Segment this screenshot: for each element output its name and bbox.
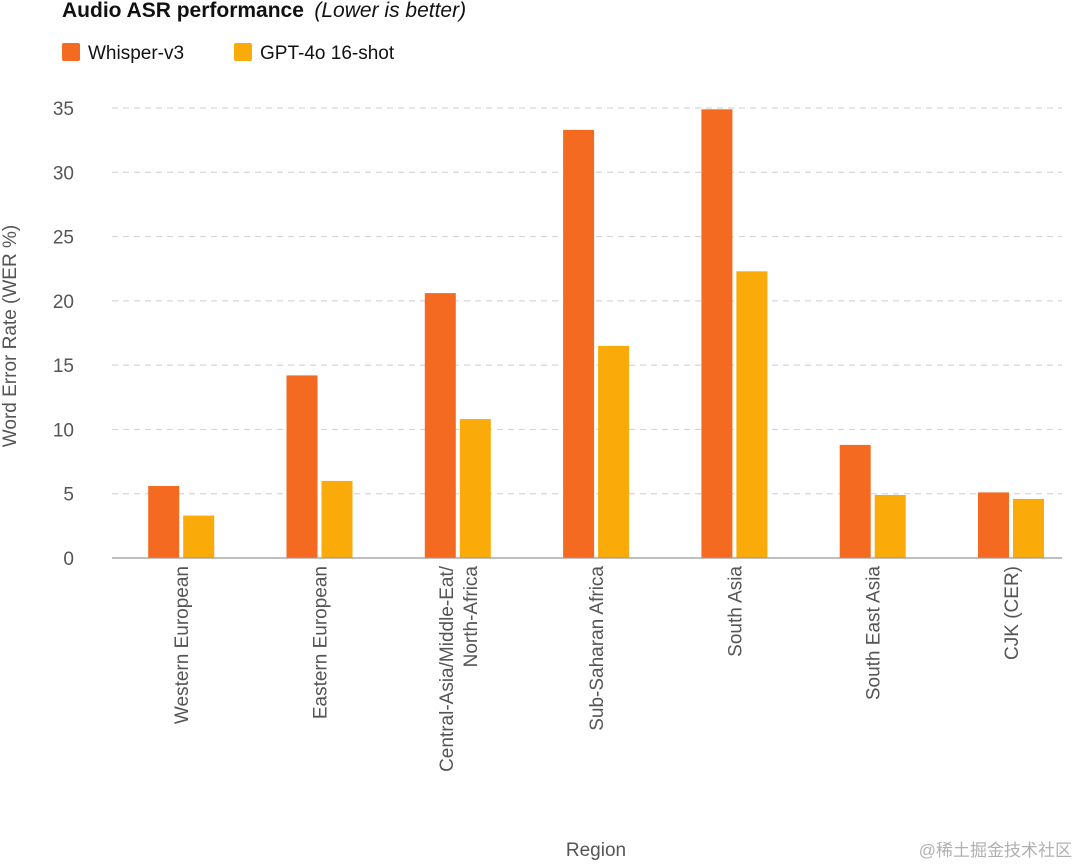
x-category-line: Western European xyxy=(172,566,193,724)
x-category-line: CJK (CER) xyxy=(1002,566,1023,660)
y-axis-title: Word Error Rate (WER %) xyxy=(0,225,21,447)
legend-label-gpt4o: GPT-4o 16-shot xyxy=(260,43,395,64)
x-category-line: Central-Asia/Middle-Eat/ xyxy=(437,565,458,772)
y-tick-label-5: 5 xyxy=(63,485,74,506)
x-category-label-3: Sub-Saharan Africa xyxy=(587,566,608,731)
legend-swatch-whisper xyxy=(62,43,80,61)
bar-gpt4o-3 xyxy=(598,345,630,558)
legend-item-whisper: Whisper-v3 xyxy=(62,43,184,64)
bar-gpt4o-5 xyxy=(874,495,906,558)
bar-gpt4o-6 xyxy=(1013,498,1044,558)
y-tick-label-0: 0 xyxy=(63,549,74,570)
x-category-line: South East Asia xyxy=(864,566,885,701)
bar-gpt4o-2 xyxy=(459,419,491,558)
x-category-line: North-Africa xyxy=(461,566,482,668)
x-category-label-2: Central-Asia/Middle-Eat/North-Africa xyxy=(437,565,482,772)
bar-whisper-6 xyxy=(978,492,1009,558)
bar-whisper-0 xyxy=(148,486,180,558)
x-category-label-4: South Asia xyxy=(725,566,746,657)
bar-gpt4o-4 xyxy=(736,271,768,558)
y-tick-label-35: 35 xyxy=(53,99,74,120)
y-axis-ticks: 0 5 10 15 20 25 30 35 xyxy=(53,99,74,570)
x-category-line: Sub-Saharan Africa xyxy=(587,566,608,731)
legend: Whisper-v3 GPT-4o 16-shot xyxy=(62,43,395,64)
x-category-line: South Asia xyxy=(725,566,746,657)
watermark: @稀土掘金技术社区 xyxy=(919,841,1072,860)
legend-item-gpt4o: GPT-4o 16-shot xyxy=(234,43,395,64)
x-category-line: Eastern European xyxy=(311,566,332,719)
chart-title: Audio ASR performance (Lower is better) xyxy=(62,0,466,22)
bars xyxy=(148,109,1044,559)
x-category-label-6: CJK (CER) xyxy=(1002,566,1023,660)
x-category-label-1: Eastern European xyxy=(311,566,332,719)
x-category-label-5: South East Asia xyxy=(864,566,885,701)
x-axis-categories: Western European Eastern European Central-… xyxy=(172,565,1023,772)
y-tick-label-15: 15 xyxy=(53,356,74,377)
legend-swatch-gpt4o xyxy=(234,43,252,61)
legend-label-whisper: Whisper-v3 xyxy=(88,43,184,64)
bar-whisper-1 xyxy=(286,375,318,558)
bar-gpt4o-1 xyxy=(321,480,353,558)
chart-title-main: Audio ASR performance xyxy=(62,0,304,22)
y-tick-label-10: 10 xyxy=(53,420,74,441)
y-tick-label-20: 20 xyxy=(53,292,74,313)
y-tick-label-30: 30 xyxy=(53,163,74,184)
y-tick-label-25: 25 xyxy=(53,228,74,249)
chart-title-qualifier: (Lower is better) xyxy=(314,0,466,22)
x-axis-title: Region xyxy=(566,840,626,861)
bar-whisper-5 xyxy=(839,444,871,558)
x-category-label-0: Western European xyxy=(172,566,193,724)
bar-whisper-2 xyxy=(424,293,456,558)
bar-gpt4o-0 xyxy=(183,515,215,558)
bar-whisper-4 xyxy=(701,109,733,559)
bar-whisper-3 xyxy=(563,129,595,558)
